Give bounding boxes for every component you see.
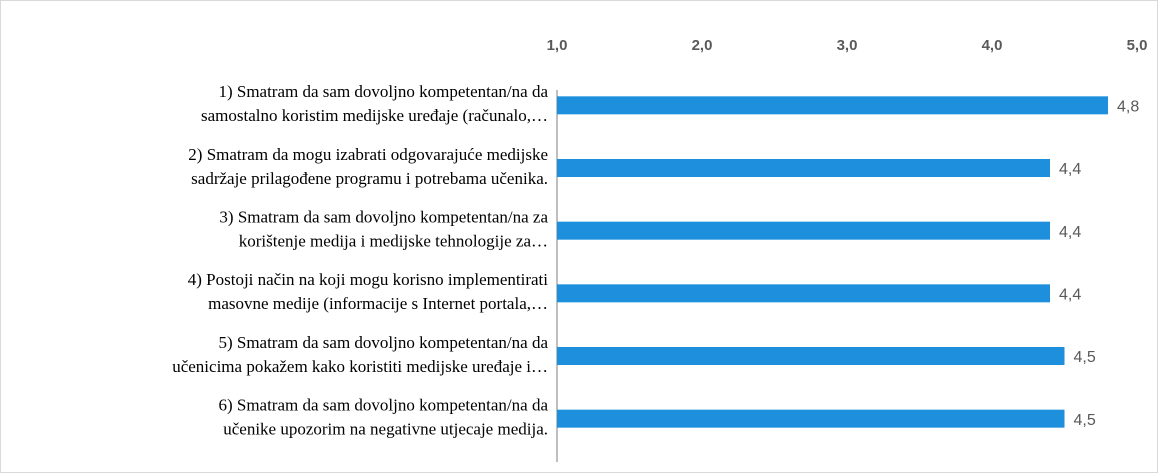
- category-label: sadržaje prilagođene programu i potrebam…: [191, 169, 548, 188]
- category-label: 6) Smatram da sam dovoljno kompetentan/n…: [218, 396, 548, 415]
- category-label: 5) Smatram da sam dovoljno kompetentan/n…: [218, 333, 548, 352]
- value-label: 4,5: [1074, 412, 1096, 429]
- x-tick-label: 4,0: [982, 37, 1003, 54]
- bar: [557, 409, 1065, 428]
- x-tick-label: 5,0: [1127, 37, 1148, 54]
- value-label: 4,4: [1059, 224, 1081, 241]
- category-label: 1) Smatram da sam dovoljno kompetentan/n…: [218, 82, 548, 101]
- category-label: korištenje medija i medijske tehnologije…: [239, 232, 548, 251]
- bar: [557, 347, 1065, 365]
- category-label: 2) Smatram da mogu izabrati odgovarajuće…: [188, 145, 548, 164]
- x-tick-label: 3,0: [837, 37, 858, 54]
- bar: [557, 159, 1050, 177]
- category-label: učenike upozorim na negativne utjecaje m…: [223, 420, 548, 439]
- value-label: 4,5: [1074, 349, 1096, 366]
- x-tick-label: 1,0: [547, 37, 568, 54]
- category-label: samostalno koristim medijske uređaje (ra…: [201, 106, 548, 125]
- bar: [557, 96, 1108, 115]
- value-label: 4,8: [1117, 99, 1139, 116]
- category-label: 3) Smatram da sam dovoljno kompetentan/n…: [219, 208, 548, 227]
- value-label: 4,4: [1059, 161, 1081, 178]
- bar: [557, 284, 1050, 303]
- x-tick-label: 2,0: [692, 37, 713, 54]
- category-label: 4) Postoji način na koji mogu korisno im…: [188, 270, 549, 289]
- category-label: masovne medije (informacije s Internet p…: [208, 294, 548, 313]
- bar: [557, 221, 1050, 240]
- category-label: učenicima pokažem kako koristiti medijsk…: [172, 357, 548, 376]
- value-label: 4,4: [1059, 287, 1081, 304]
